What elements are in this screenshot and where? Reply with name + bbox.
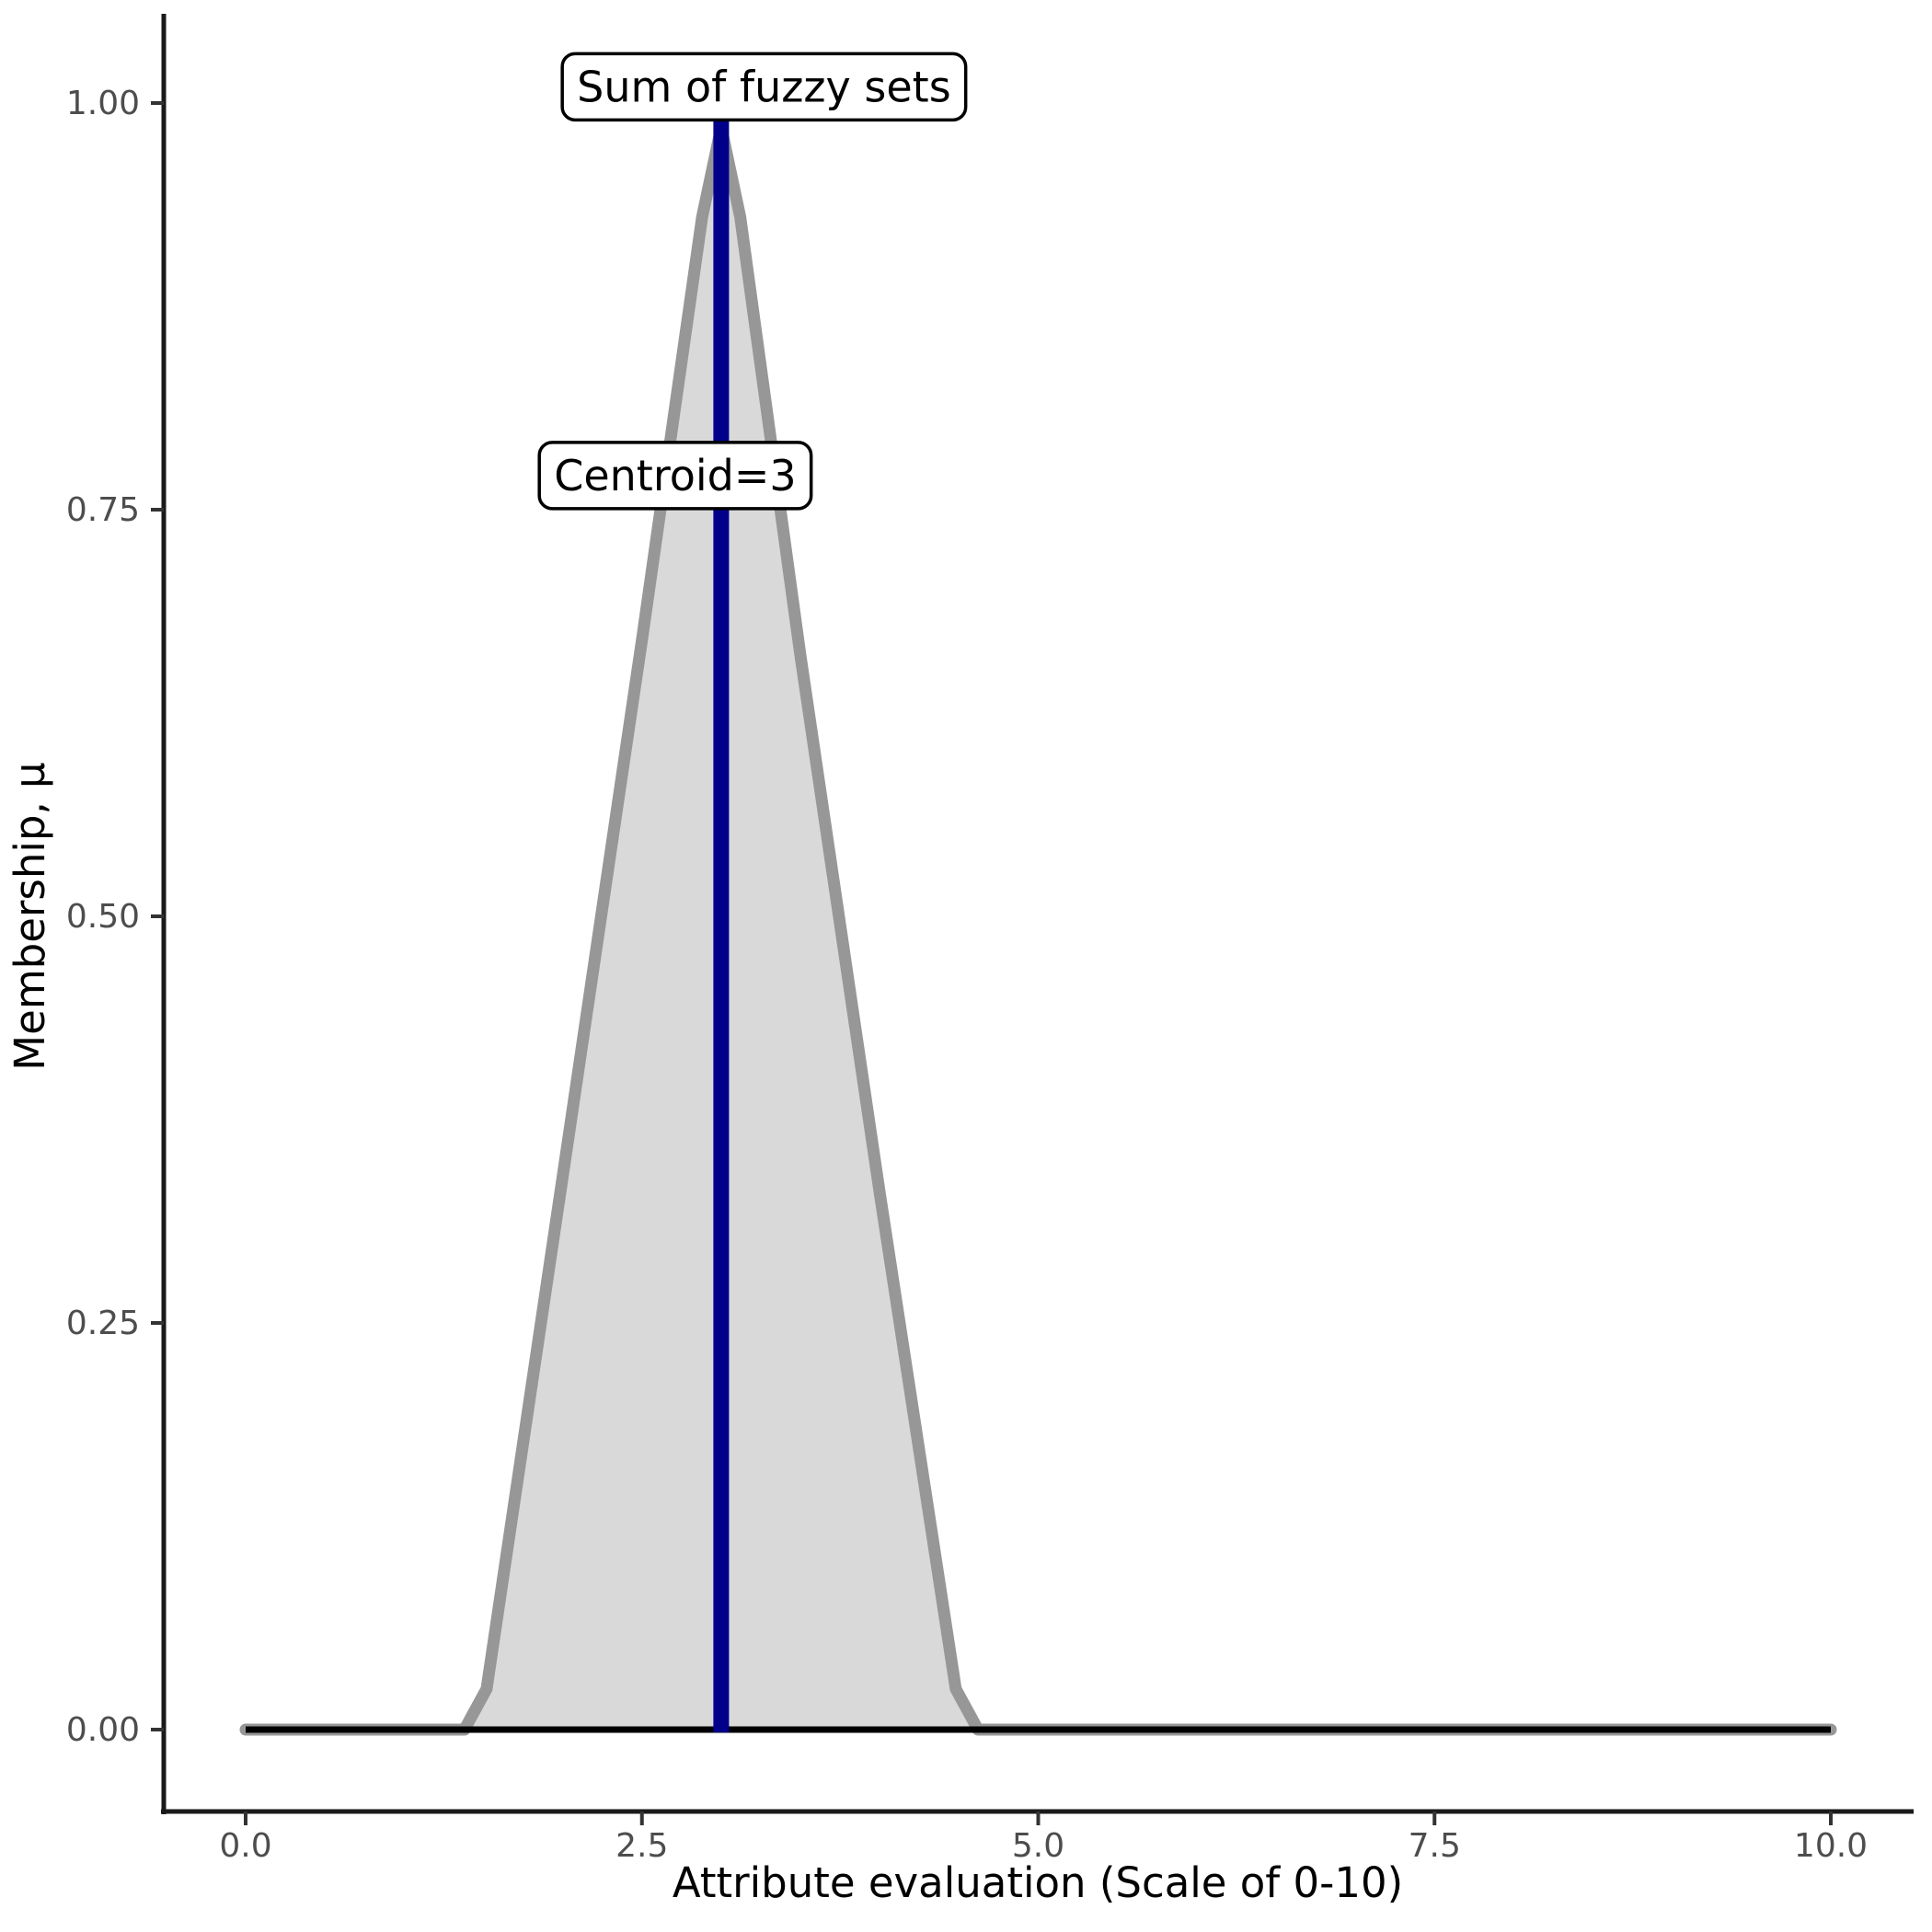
fuzzy-sum-outline bbox=[239, 121, 1837, 1736]
centroid-label-annotation: Centroid=3 bbox=[537, 441, 813, 511]
x-tick-label: 10.0 bbox=[1794, 1827, 1868, 1865]
centroid-label-text: Centroid=3 bbox=[554, 451, 796, 500]
x-tick-label: 7.5 bbox=[1409, 1827, 1461, 1865]
annotation-layer: Sum of fuzzy sets Centroid=3 bbox=[537, 52, 968, 511]
fuzzy-sum-area-fill bbox=[246, 127, 1831, 1730]
y-axis-title: Membership, μ bbox=[6, 762, 54, 1070]
sum-label-box bbox=[560, 52, 968, 122]
x-tick-label: 5.0 bbox=[1012, 1827, 1064, 1865]
y-tick-label: 0.75 bbox=[66, 491, 140, 529]
centroid-label-box bbox=[537, 441, 813, 511]
x-axis-title: Attribute evaluation (Scale of 0-10) bbox=[673, 1858, 1403, 1907]
x-tick-label: 2.5 bbox=[615, 1827, 668, 1865]
y-tick-label: 0.00 bbox=[66, 1711, 140, 1749]
sum-label-text: Sum of fuzzy sets bbox=[577, 62, 951, 111]
y-tick-label: 0.25 bbox=[66, 1305, 140, 1342]
y-tick-label: 1.00 bbox=[66, 85, 140, 122]
y-tick-label: 0.50 bbox=[66, 898, 140, 936]
sum-label-annotation: Sum of fuzzy sets bbox=[560, 52, 968, 122]
plot-layers: 0.00 0.25 0.50 0.75 1.00 0.0 2.5 5.0 7.5 10.0 bbox=[66, 14, 1914, 1865]
x-tick-label: 0.0 bbox=[219, 1827, 271, 1865]
